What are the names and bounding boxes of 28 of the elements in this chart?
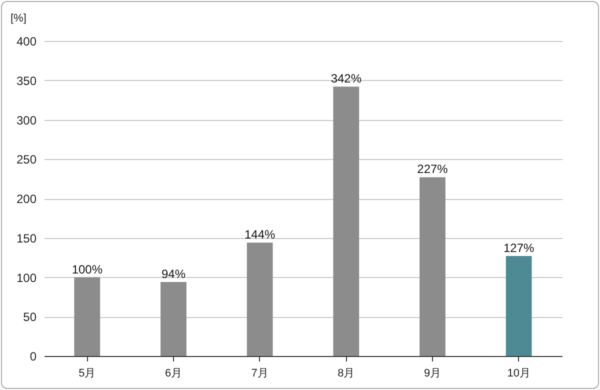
data-label: 342%	[330, 72, 362, 86]
y-axis-title: [%]	[10, 12, 26, 24]
y-tick-label: 250	[16, 152, 37, 167]
y-tick-label: 200	[16, 192, 37, 206]
data-label: 100%	[72, 262, 103, 276]
bar	[506, 256, 532, 356]
bar	[160, 282, 186, 356]
data-label: 227%	[417, 162, 448, 176]
x-tick-label: 8月	[338, 368, 355, 380]
bar	[246, 242, 273, 356]
y-tick-label: 0	[30, 350, 37, 364]
x-tick-label: 6月	[164, 368, 182, 380]
bar	[74, 277, 100, 356]
y-tick-label: 350	[16, 74, 37, 88]
bar	[420, 177, 446, 356]
x-tick-label: 10月	[507, 368, 530, 380]
y-tick-label: 100	[16, 270, 37, 285]
y-tick-label: 150	[16, 231, 37, 246]
data-label: 94%	[161, 266, 186, 281]
y-tick-label: 50	[23, 310, 37, 324]
x-tick-label: 9月	[424, 368, 442, 380]
x-tick-label: 7月	[251, 368, 268, 380]
data-label: 127%	[503, 240, 535, 255]
y-tick-label: 400	[16, 34, 37, 48]
y-tick-label: 300	[16, 113, 37, 128]
x-tick-label: 5月	[78, 368, 96, 380]
bar	[333, 86, 360, 356]
data-label: 144%	[244, 228, 276, 242]
